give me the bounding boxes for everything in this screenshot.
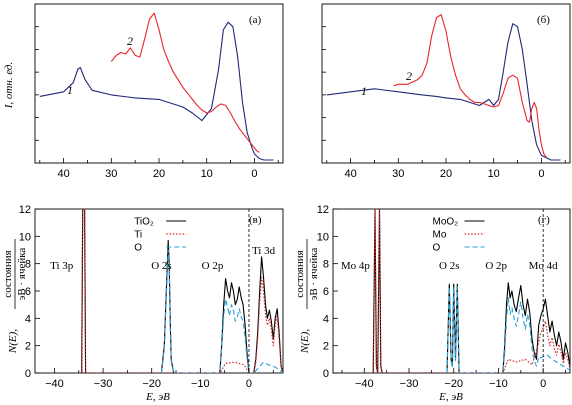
panel-v-y-label: N(E), состояния эВ · ячейка bbox=[2, 239, 28, 354]
panel-a-curve-2-label: 2 bbox=[127, 34, 133, 48]
panel-g-y-label-numerator: состояния bbox=[294, 250, 306, 297]
panel-g-annotation-1: O 2s bbox=[439, 260, 459, 272]
panel-g-x-tick-label-0: −40 bbox=[355, 378, 374, 390]
panel-a-x-tick-label-4: 0 bbox=[251, 168, 257, 180]
panel-g-y-tick-label-6: 12 bbox=[317, 204, 329, 216]
panel-g-series-1 bbox=[371, 209, 570, 373]
panel-g-y-label: N(E), состояния эВ · ячейка bbox=[294, 239, 320, 354]
panel-v-y-label-denominator: эВ · ячейка bbox=[16, 248, 28, 301]
panel-a-y-label: I, отн. ед. bbox=[3, 62, 15, 110]
panel-g-annotations: Mo 4p O 2s O 2p Mo 4d bbox=[341, 260, 558, 272]
panel-v-series-3 bbox=[160, 249, 283, 373]
panel-g-series-2 bbox=[371, 209, 570, 373]
panel-v-annotation-1: O 2s bbox=[151, 260, 171, 272]
panel-b-series-2 bbox=[393, 14, 547, 158]
panel-v-y-tick-label-0: 0 bbox=[25, 368, 31, 380]
panel-v-y-tick-label-4: 8 bbox=[25, 259, 31, 271]
panel-v-y-label-main: N(E), bbox=[7, 329, 19, 354]
panel-v-annotation-3: Ti 3d bbox=[252, 245, 276, 257]
panel-v-y-label-numerator: состояния bbox=[2, 250, 14, 297]
panel-g-label: (г) bbox=[538, 214, 550, 226]
panel-v-y-tick-label-3: 6 bbox=[25, 286, 31, 298]
panel-v-y-ticks: 0 2 4 6 8 10 12 bbox=[19, 204, 40, 380]
panel-b-x-tick-label-2: 20 bbox=[440, 168, 452, 180]
panel-v-legend: TiO₂ Ti O bbox=[134, 217, 187, 254]
panel-g-legend-label-2: O bbox=[433, 243, 441, 254]
panel-g-y-tick-label-1: 2 bbox=[323, 341, 329, 353]
panel-v-y-tick-label-5: 10 bbox=[19, 231, 31, 243]
panel-v-legend-label-2: O bbox=[134, 243, 142, 254]
panel-g-x-ticks: −40 −30 −20 −10 0 bbox=[341, 368, 566, 390]
panel-g-x-tick-label-2: −20 bbox=[444, 378, 463, 390]
panel-g-y-label-denominator: эВ · ячейка bbox=[308, 248, 320, 301]
panel-b-series-1 bbox=[326, 23, 561, 161]
panel-g-y-tick-label-2: 4 bbox=[323, 313, 329, 325]
panel-v-annotation-0: Ti 3p bbox=[50, 260, 74, 272]
panel-v-legend-label-1: Ti bbox=[134, 230, 142, 241]
panel-g-annotation-2: O 2p bbox=[485, 260, 507, 272]
panel-b-x-tick-label-0: 40 bbox=[344, 168, 356, 180]
panel-v-y-tick-label-2: 4 bbox=[25, 313, 31, 325]
panel-v-series-1 bbox=[78, 209, 283, 373]
panel-v-legend-label-0: TiO₂ bbox=[134, 217, 154, 228]
panel-v-x-ticks: −40 −30 −20 −10 0 bbox=[45, 368, 274, 390]
panel-v-annotations: Ti 3p O 2s O 2p Ti 3d bbox=[50, 245, 275, 272]
panel-v-x-label: E, эВ bbox=[145, 391, 170, 403]
panel-a-x-ticks: 40 30 20 10 0 bbox=[35, 26, 279, 180]
panel-g-y-tick-label-5: 10 bbox=[317, 231, 329, 243]
panel-v-x-tick-label-2: −20 bbox=[142, 378, 161, 390]
panel-v-x-tick-label-4: 0 bbox=[246, 378, 252, 390]
panel-a-series-2 bbox=[110, 12, 260, 153]
panel-g-annotation-0: Mo 4p bbox=[341, 260, 371, 272]
panel-a: 40 30 20 10 0 (а) 1 2 I, отн. ед. bbox=[3, 3, 284, 180]
panel-g-frame bbox=[332, 208, 571, 374]
panel-a-curve-1-label: 1 bbox=[67, 83, 73, 97]
panel-b-label: (б) bbox=[537, 14, 550, 26]
panel-b-frame bbox=[321, 3, 571, 164]
panel-a-x-tick-label-2: 20 bbox=[153, 168, 165, 180]
panel-g-x-tick-label-1: −30 bbox=[400, 378, 419, 390]
panel-g-y-tick-label-3: 6 bbox=[323, 286, 329, 298]
panel-a-x-tick-label-3: 10 bbox=[201, 168, 213, 180]
panel-v-annotation-2: O 2p bbox=[202, 260, 224, 272]
panel-v-series-2 bbox=[78, 209, 283, 373]
panel-g-x-tick-label-4: 0 bbox=[540, 378, 546, 390]
panel-v-label: (в) bbox=[249, 214, 262, 226]
panel-b-x-tick-label-1: 30 bbox=[392, 168, 404, 180]
panel-a-series-1 bbox=[39, 21, 274, 161]
panel-b-series bbox=[326, 14, 561, 161]
panel-g-x-label: E, эВ bbox=[438, 391, 463, 403]
panel-v-y-tick-label-1: 2 bbox=[25, 341, 31, 353]
panel-g-legend: MoO₂ Mo O bbox=[433, 217, 485, 254]
panel-g-x-tick-label-3: −10 bbox=[489, 378, 508, 390]
panel-g-y-tick-label-0: 0 bbox=[323, 368, 329, 380]
panel-v-y-tick-label-6: 12 bbox=[19, 204, 31, 216]
panel-g-legend-label-1: Mo bbox=[433, 230, 447, 241]
panel-v-x-tick-label-3: −10 bbox=[191, 378, 210, 390]
panel-a-x-tick-label-1: 30 bbox=[105, 168, 117, 180]
panel-g-y-tick-label-4: 8 bbox=[323, 259, 329, 271]
panel-b-curve-1-label: 1 bbox=[361, 84, 367, 98]
panel-v-x-tick-label-1: −30 bbox=[94, 378, 113, 390]
panel-a-series bbox=[39, 12, 274, 161]
panel-g-series bbox=[371, 209, 570, 373]
panel-v-series bbox=[78, 209, 283, 373]
panel-v-x-tick-label-0: −40 bbox=[45, 378, 64, 390]
panel-b-x-tick-label-4: 0 bbox=[538, 168, 544, 180]
panel-b-x-ticks: 40 30 20 10 0 bbox=[322, 26, 566, 180]
panel-b: 40 30 20 10 0 (б) 1 2 bbox=[321, 3, 571, 180]
panel-b-x-tick-label-3: 10 bbox=[488, 168, 500, 180]
panel-g-legend-label-0: MoO₂ bbox=[433, 217, 459, 228]
panel-a-x-tick-label-0: 40 bbox=[57, 168, 69, 180]
panel-g-y-ticks: 0 2 4 6 8 10 12 bbox=[317, 204, 338, 380]
panel-g-y-label-main: N(E), bbox=[299, 329, 311, 354]
panel-a-label: (а) bbox=[249, 14, 262, 26]
panel-b-curve-2-label: 2 bbox=[406, 69, 412, 83]
